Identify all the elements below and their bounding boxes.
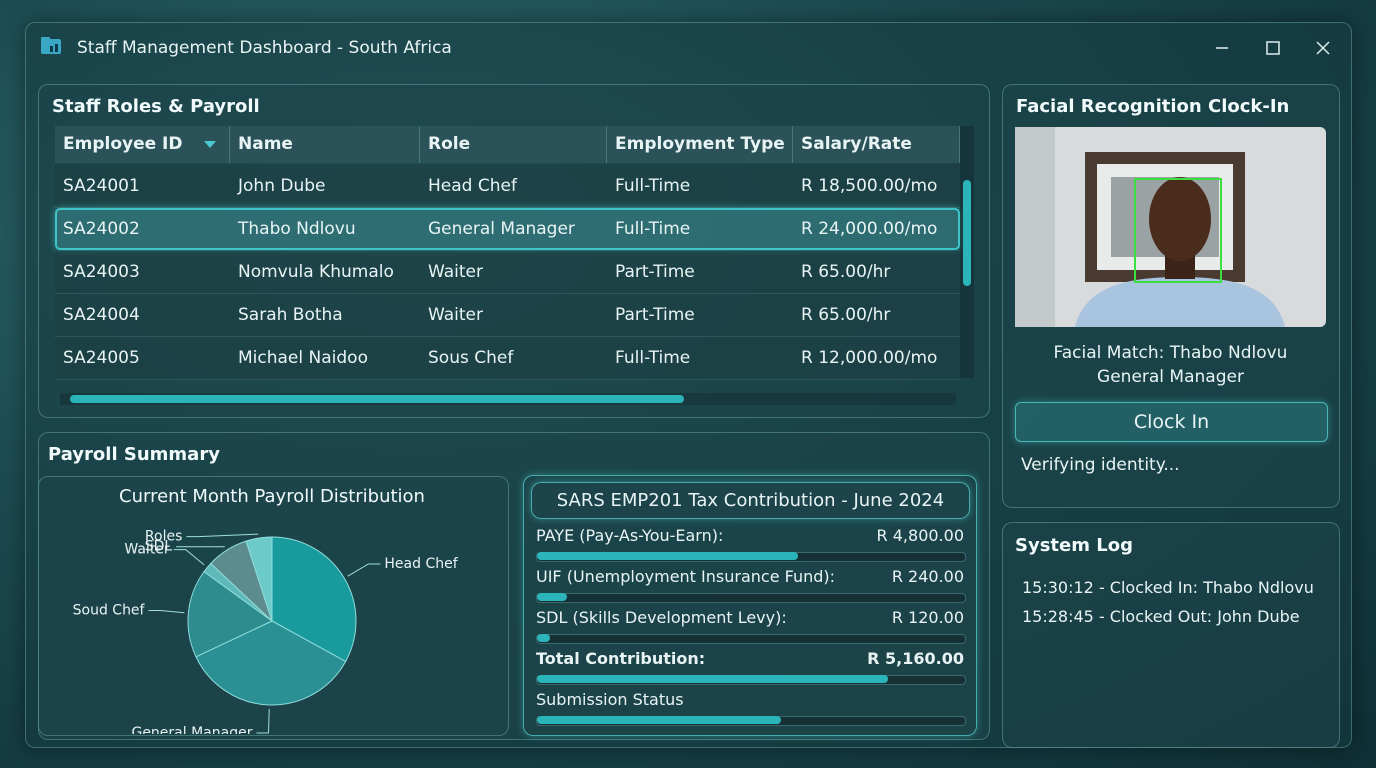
pie-label: Head Chef (384, 556, 458, 572)
cell: Waiter (428, 262, 483, 282)
cell: SA24004 (63, 305, 140, 325)
progress-fill (537, 675, 888, 683)
progress-track (536, 675, 966, 685)
cell: R 12,000.00/mo (801, 348, 938, 368)
progress-fill (537, 716, 781, 724)
tax-label: PAYE (Pay-As-You-Earn): (536, 526, 724, 545)
cell: Thabo Ndlovu (238, 219, 356, 239)
panel-title: System Log (1015, 535, 1133, 556)
panel-title: Staff Roles & Payroll (52, 96, 260, 117)
column-header[interactable]: Role (420, 126, 607, 163)
column-header[interactable]: Employment Type (607, 126, 793, 163)
cell: General Manager (428, 219, 575, 239)
clock-in-button[interactable]: Clock In (1015, 402, 1328, 442)
cell: Michael Naidoo (238, 348, 368, 368)
pie-label: SDL (145, 539, 173, 555)
chart-title: Current Month Payroll Distribution (119, 486, 425, 507)
selected-row[interactable] (55, 208, 960, 250)
cell: R 65.00/hr (801, 262, 891, 282)
clock-status: Verifying identity... (1021, 455, 1180, 475)
v-scrollbar[interactable] (960, 126, 974, 378)
tax-amount: R 240.00 (891, 567, 964, 586)
cell: Sarah Botha (238, 305, 343, 325)
tax-label: UIF (Unemployment Insurance Fund): (536, 567, 836, 586)
cell: Waiter (428, 305, 483, 325)
table-row[interactable] (55, 337, 960, 380)
log-entry: 15:28:45 - Clocked Out: John Dube (1022, 607, 1300, 626)
tax-amount: R 120.00 (891, 608, 964, 627)
pie-slice (195, 620, 347, 706)
table-header (55, 126, 960, 163)
pie-label: Soud Chef (73, 602, 146, 618)
tax-amount: R 5,160.00 (867, 649, 964, 668)
progress-fill (537, 593, 567, 601)
pie-slice (271, 536, 357, 663)
cell: Full-Time (615, 219, 691, 239)
progress-fill (537, 552, 799, 560)
leader-line (148, 609, 185, 614)
cell: R 24,000.00/mo (801, 219, 938, 239)
match-role: General Manager (1097, 367, 1244, 387)
cell: Head Chef (428, 176, 517, 196)
window-controls[interactable] (1210, 36, 1340, 60)
pie-label: Waiter (124, 542, 170, 558)
app-icon (41, 37, 61, 54)
column-header[interactable]: Employee ID (55, 126, 230, 163)
column-header[interactable]: Salary/Rate (793, 126, 960, 163)
table-row[interactable] (55, 165, 960, 208)
panel-title: Facial Recognition Clock-In (1016, 96, 1290, 117)
pie-slice (245, 536, 273, 622)
cell: John Dube (238, 176, 326, 196)
pie-chart: Current Month Payroll Distribution Head … (73, 486, 459, 734)
progress-track (536, 593, 966, 603)
leader-line (256, 708, 270, 734)
table-row[interactable] (55, 251, 960, 294)
tax-label: Total Contribution: (536, 649, 706, 668)
cell: SA24005 (63, 348, 140, 368)
h-scroll-thumb[interactable] (70, 395, 684, 403)
camera-feed (1015, 127, 1326, 327)
cell: Part-Time (615, 262, 695, 282)
pie-label: General Manager (131, 725, 252, 734)
status-label: Submission Status (536, 690, 684, 709)
pie-label: Roles (145, 529, 182, 545)
cell: Full-Time (615, 176, 691, 196)
window-title: Staff Management Dashboard - South Afric… (77, 38, 452, 58)
progress-fill (537, 634, 550, 642)
panel-title: Payroll Summary (48, 444, 220, 465)
match-name: Facial Match: Thabo Ndlovu (1053, 343, 1288, 363)
progress-track (536, 716, 966, 726)
log-entry: 15:30:12 - Clocked In: Thabo Ndlovu (1022, 578, 1314, 597)
cell: Part-Time (615, 305, 695, 325)
sort-icon[interactable] (203, 140, 217, 150)
cell: SA24003 (63, 262, 140, 282)
log-panel (1002, 522, 1340, 748)
leader-line (347, 563, 381, 577)
progress-track (536, 634, 966, 644)
tax-amount: R 4,800.00 (876, 526, 964, 545)
progress-track (536, 552, 966, 562)
v-scroll-thumb[interactable] (963, 180, 971, 286)
tax-title: SARS EMP201 Tax Contribution - June 2024 (531, 482, 970, 519)
tax-list: PAYE (Pay-As-You-Earn): R 4,800.00 UIF (Un… (536, 526, 966, 726)
h-scrollbar[interactable] (60, 393, 956, 405)
cell: R 18,500.00/mo (801, 176, 938, 196)
tax-label: SDL (Skills Development Levy): (536, 608, 787, 627)
cell: Nomvula Khumalo (238, 262, 394, 282)
table-row[interactable] (55, 294, 960, 337)
cell: SA24002 (63, 219, 140, 239)
leader-line (186, 533, 259, 538)
cell: Sous Chef (428, 348, 514, 368)
pie-slice (187, 570, 273, 658)
column-header[interactable]: Name (230, 126, 420, 163)
staff-table: Employee ID Name Role Employment Type Salary… (55, 126, 960, 380)
cell: Full-Time (615, 348, 691, 368)
cell: R 65.00/hr (801, 305, 891, 325)
leader-line (173, 549, 205, 566)
cell: SA24001 (63, 176, 140, 196)
